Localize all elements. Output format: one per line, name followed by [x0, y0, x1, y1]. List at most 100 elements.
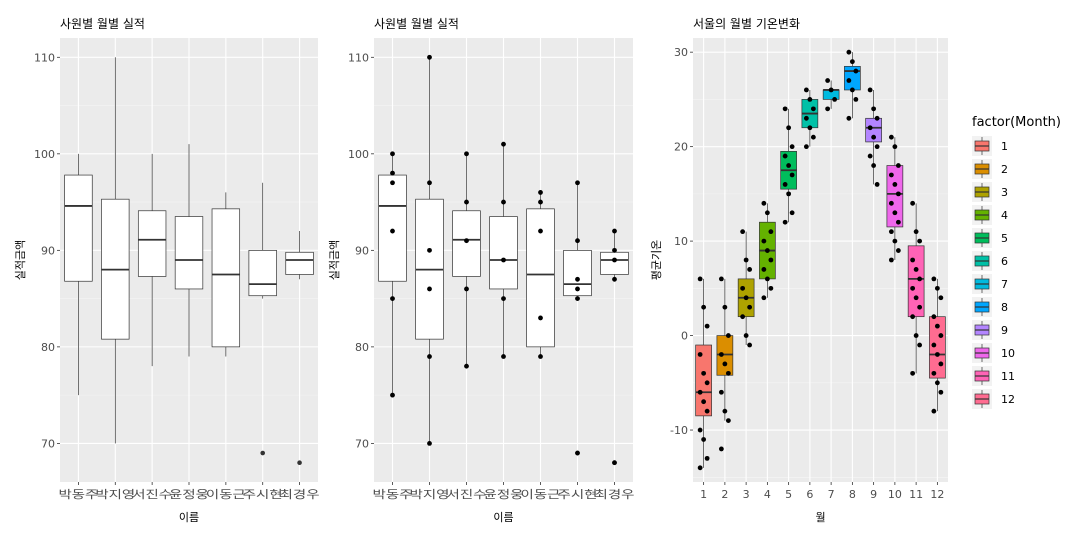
data-point	[832, 97, 838, 102]
data-point	[575, 276, 580, 282]
data-point	[761, 200, 767, 206]
y-tick-label: 100	[348, 148, 369, 161]
data-point	[913, 333, 919, 338]
x-tick-label: 2	[721, 488, 728, 501]
data-point	[390, 228, 395, 234]
data-point	[910, 200, 916, 206]
legend-label: 9	[1001, 324, 1008, 337]
data-point	[917, 304, 923, 310]
x-axis-label: 이름	[493, 511, 513, 524]
x-tick-label: 윤정웅	[484, 488, 524, 501]
data-point	[697, 427, 703, 433]
legend-label: 5	[1001, 232, 1008, 245]
data-point	[538, 315, 543, 321]
data-point	[934, 323, 940, 329]
data-point	[575, 296, 580, 302]
chart-title: 사원별 월별 실적	[60, 17, 145, 31]
data-point	[888, 229, 894, 235]
data-point	[427, 54, 432, 60]
box-body	[489, 216, 518, 290]
data-point	[895, 219, 901, 225]
box-body	[248, 249, 277, 297]
x-tick-label: 11	[909, 488, 923, 501]
data-point	[825, 78, 831, 83]
legend-item-11: 11	[972, 366, 1015, 386]
box-body	[452, 210, 481, 277]
y-axis-label: 평균기온	[650, 240, 663, 280]
chart-title: 서울의 월별 기온변화	[693, 17, 800, 31]
data-point	[789, 210, 795, 216]
data-point	[390, 392, 395, 398]
box-주시현	[248, 182, 277, 456]
y-tick-label: 0	[681, 330, 688, 343]
panel-background	[693, 38, 948, 482]
data-point	[849, 59, 855, 65]
data-point	[612, 257, 617, 263]
x-tick-label: 윤정웅	[169, 488, 209, 501]
box-body	[695, 344, 712, 417]
box-박지영	[415, 57, 444, 444]
data-point	[464, 286, 469, 292]
y-tick-label: 110	[348, 51, 369, 64]
data-point	[761, 295, 767, 301]
data-point	[807, 97, 813, 102]
data-point	[892, 238, 898, 244]
data-point	[782, 106, 788, 112]
data-point	[931, 370, 937, 376]
data-point	[782, 153, 788, 159]
y-tick-label: 110	[34, 51, 55, 64]
data-point	[722, 361, 728, 367]
box-서진수	[137, 153, 167, 367]
data-point	[938, 333, 944, 338]
x-tick-label: 박동주	[59, 488, 99, 501]
data-point	[390, 180, 395, 186]
data-point	[874, 182, 880, 187]
data-point	[701, 437, 707, 442]
legend-item-3: 3	[972, 182, 1008, 202]
legend-item-1: 1	[972, 136, 1008, 156]
data-point	[740, 229, 746, 235]
data-point	[761, 267, 767, 272]
data-point	[718, 352, 724, 357]
y-tick-label: 70	[41, 437, 55, 450]
data-point	[501, 257, 506, 263]
data-point	[575, 286, 580, 292]
box-최경우	[285, 231, 314, 465]
data-point	[427, 354, 432, 359]
box-body	[137, 210, 167, 277]
data-point	[464, 199, 469, 205]
data-point	[917, 238, 923, 244]
data-point	[697, 352, 703, 357]
x-tick-label: 4	[764, 488, 771, 501]
x-tick-label: 12	[930, 488, 944, 501]
data-point	[807, 125, 813, 131]
x-tick-label: 이동근	[521, 488, 561, 501]
outlier-point	[297, 460, 302, 465]
data-point	[764, 248, 770, 253]
data-point	[701, 370, 707, 376]
box-박지영	[101, 57, 130, 444]
box-윤정웅	[489, 144, 518, 357]
data-point	[892, 182, 898, 187]
data-point	[697, 276, 703, 282]
box-서진수	[452, 153, 481, 367]
data-point	[810, 106, 816, 112]
legend-label: 3	[1001, 186, 1008, 199]
data-point	[846, 78, 852, 83]
x-tick-label: 박동주	[373, 488, 413, 501]
data-point	[390, 151, 395, 157]
legend-item-5: 5	[972, 228, 1008, 248]
data-point	[871, 163, 877, 168]
y-tick-label: 80	[41, 341, 55, 354]
data-point	[575, 238, 580, 244]
data-point	[764, 276, 770, 282]
y-axis-label: 실적금액	[328, 240, 341, 280]
data-point	[888, 134, 894, 140]
box-body	[886, 165, 904, 228]
data-point	[867, 153, 873, 159]
box-body	[211, 208, 241, 348]
